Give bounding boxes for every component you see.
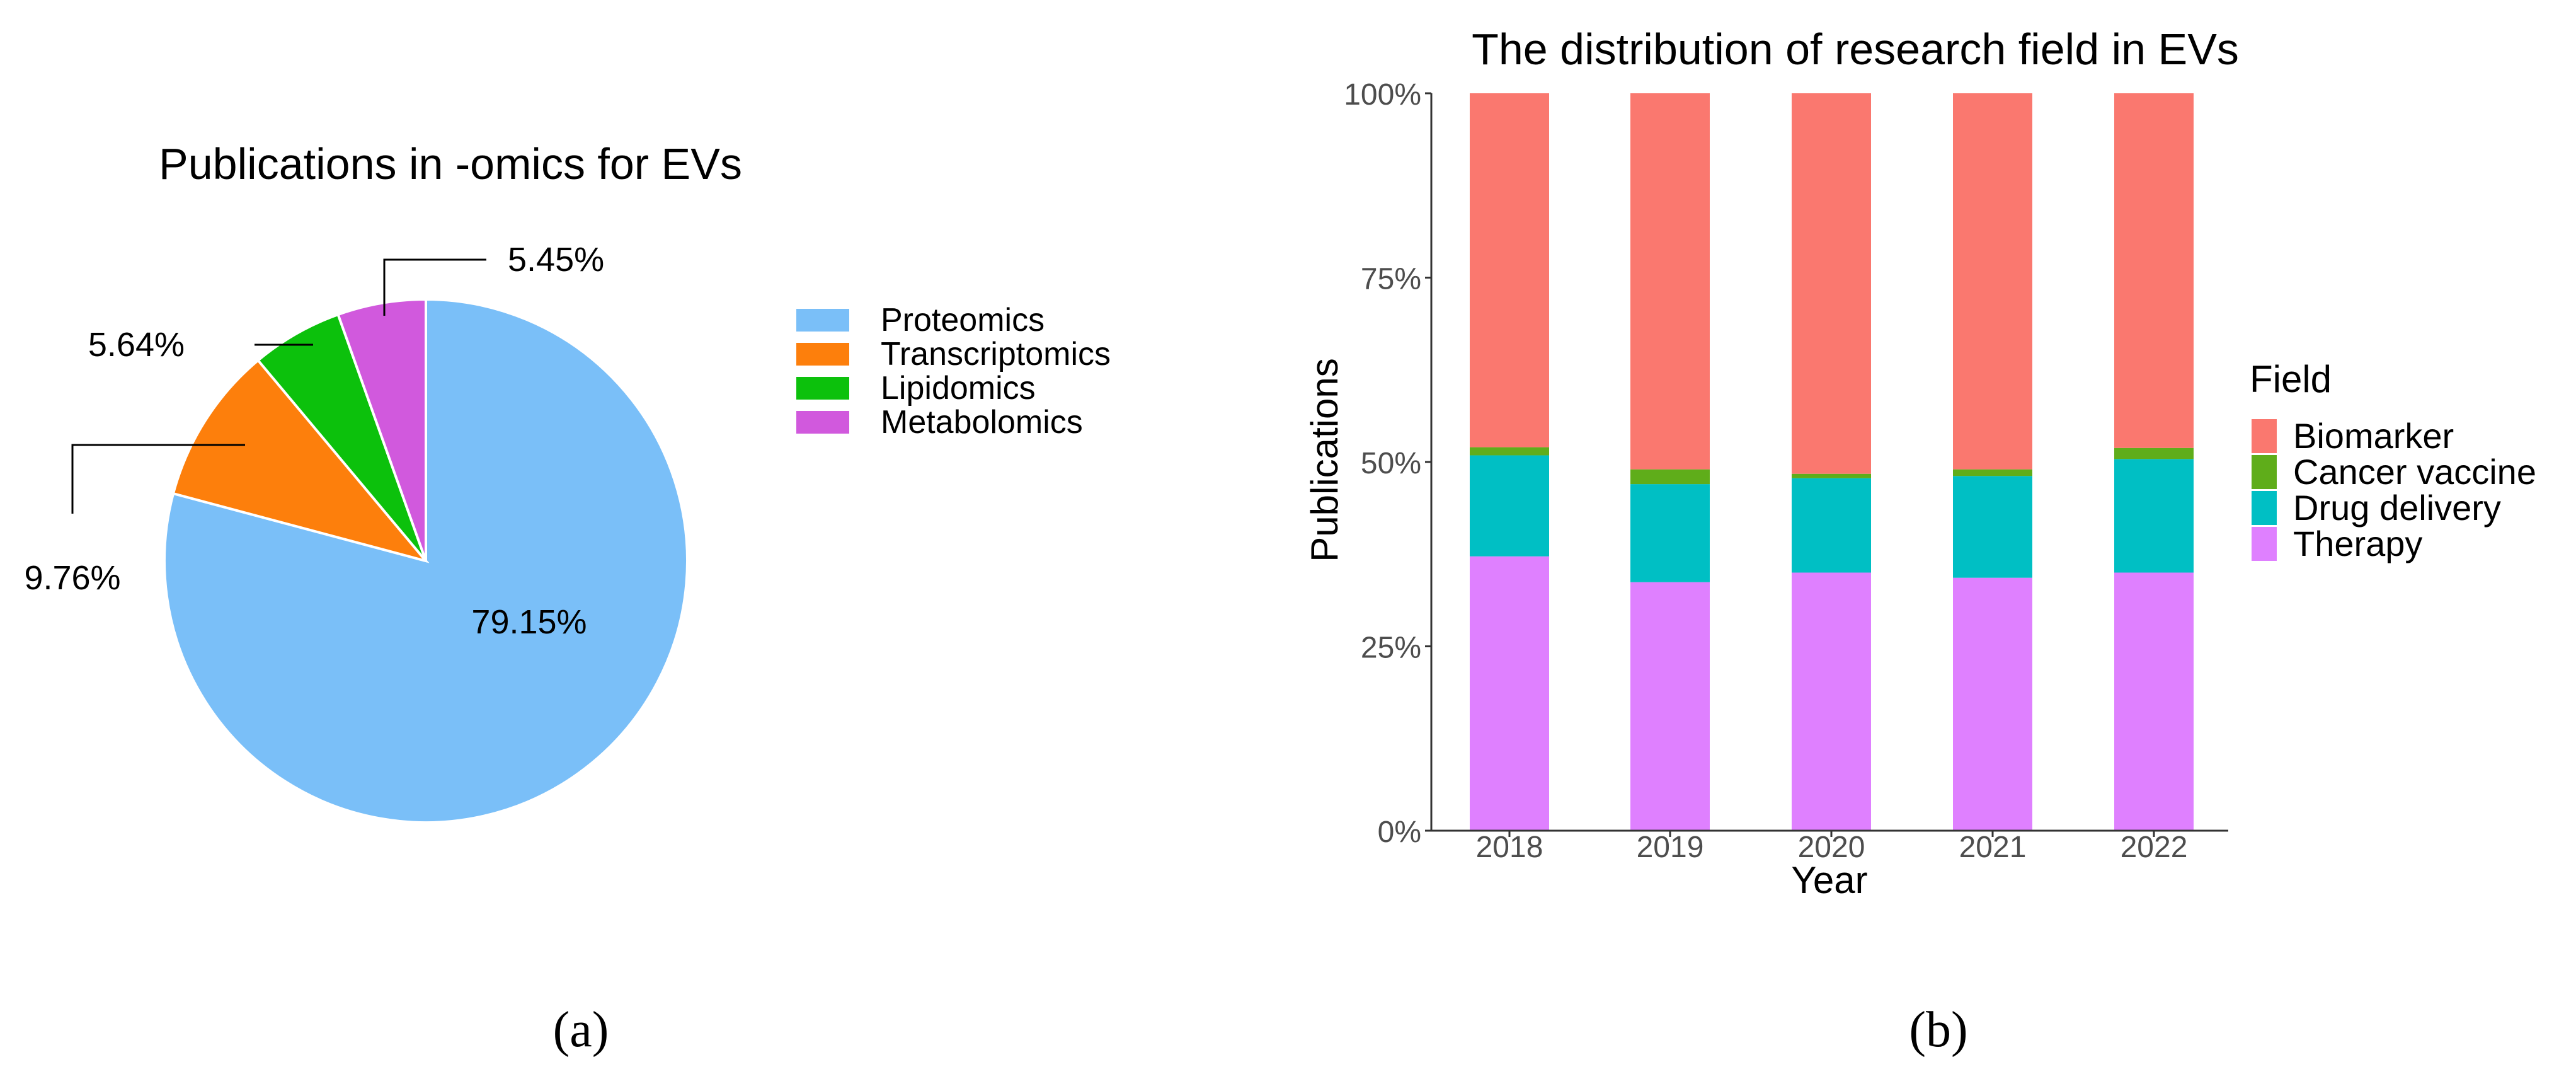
pie-leader-lines <box>71 258 486 514</box>
bar-legend-label-therapy: Therapy <box>2293 524 2422 563</box>
y-axis-ticks: 0% 25% 50% 75% 100% <box>1344 78 1431 849</box>
bar-legend-swatch-drug-delivery <box>2252 491 2277 525</box>
bar-2018-therapy <box>1470 556 1549 831</box>
y-tick-label-25: 25% <box>1361 632 1421 665</box>
pie-leader-metabolomics <box>383 258 486 316</box>
bar-2022-drug-delivery <box>2114 459 2194 573</box>
bar-2022-cancer-vaccine <box>2114 447 2194 459</box>
x-axis-title: Year <box>1791 859 1867 901</box>
bar-2020-biomarker <box>1792 93 1871 474</box>
pie-slices <box>163 297 689 824</box>
pie-title: Publications in -omics for EVs <box>159 139 742 188</box>
pie-legend-swatch-metabolomics <box>796 411 849 434</box>
bar-2020-cancer-vaccine <box>1792 473 1871 478</box>
bar-2021-cancer-vaccine <box>1953 469 2032 476</box>
pie-slice-lipidomics <box>256 313 427 562</box>
y-tick-label-75: 75% <box>1361 263 1421 296</box>
pie-slice-transcriptomics <box>171 358 430 563</box>
bar-2021-biomarker <box>1953 93 2032 470</box>
caption-a: (a) <box>553 1002 609 1058</box>
pie-value-labels: 79.15% 9.76% 5.64% 5.45% <box>24 241 604 641</box>
pie-legend-label-metabolomics: Metabolomics <box>881 404 1083 441</box>
bar-panel: The distribution of research field in EV… <box>1303 25 2536 1058</box>
bar-legend-label-biomarker: Biomarker <box>2293 416 2454 456</box>
bar-legend-swatch-cancer-vaccine <box>2252 455 2277 489</box>
y-tick-label-0: 0% <box>1378 816 1421 849</box>
x-tick-label-2022: 2022 <box>2121 831 2188 864</box>
bar-2019-drug-delivery <box>1630 484 1710 582</box>
y-axis-title: Publications <box>1303 358 1346 562</box>
bar-2019-biomarker <box>1630 93 1710 470</box>
pie-label-lipidomics: 5.64% <box>88 326 185 364</box>
pie-label-transcriptomics: 9.76% <box>24 559 120 597</box>
y-tick-label-50: 50% <box>1361 447 1421 480</box>
bar-2018-biomarker <box>1470 93 1549 447</box>
x-tick-label-2021: 2021 <box>1959 831 2027 864</box>
bar-2020-therapy <box>1792 572 1871 831</box>
pie-legend-swatch-proteomics <box>796 309 849 332</box>
pie-legend-label-lipidomics: Lipidomics <box>881 370 1036 407</box>
pie-panel: Publications in -omics for EVs 79.15% 9.7… <box>24 139 1111 1058</box>
bar-2021-therapy <box>1953 577 2032 831</box>
bar-2022-therapy <box>2114 572 2194 831</box>
x-tick-label-2019: 2019 <box>1637 831 1704 864</box>
pie-label-metabolomics: 5.45% <box>508 241 604 279</box>
bar-segments <box>1470 93 2194 831</box>
caption-b: (b) <box>1909 1002 1967 1058</box>
bar-title: The distribution of research field in EV… <box>1472 25 2239 74</box>
bar-legend-label-cancer-vaccine: Cancer vaccine <box>2293 452 2536 492</box>
pie-slice-metabolomics <box>336 297 427 562</box>
x-tick-label-2020: 2020 <box>1798 831 1865 864</box>
bar-legend-title: Field <box>2250 358 2332 400</box>
x-axis-ticks: 2018 2019 2020 2021 2022 <box>1476 831 2188 864</box>
pie-legend: ProteomicsTranscriptomicsLipidomicsMetab… <box>796 302 1111 441</box>
x-tick-label-2018: 2018 <box>1476 831 1543 864</box>
bar-legend-swatch-therapy <box>2252 527 2277 561</box>
y-tick-label-100: 100% <box>1344 78 1421 112</box>
pie-legend-swatch-transcriptomics <box>796 343 849 366</box>
bar-2019-therapy <box>1630 582 1710 831</box>
pie-legend-label-transcriptomics: Transcriptomics <box>881 336 1111 372</box>
bar-2019-cancer-vaccine <box>1630 469 1710 485</box>
pie-label-proteomics: 79.15% <box>471 603 587 641</box>
pie-leader-transcriptomics <box>71 444 245 514</box>
pie-legend-label-proteomics: Proteomics <box>881 302 1045 338</box>
bar-2018-drug-delivery <box>1470 455 1549 557</box>
bar-2021-drug-delivery <box>1953 476 2032 578</box>
bar-2022-biomarker <box>2114 93 2194 448</box>
bar-2018-cancer-vaccine <box>1470 447 1549 456</box>
pie-legend-swatch-lipidomics <box>796 377 849 400</box>
bar-legend-swatch-biomarker <box>2252 419 2277 453</box>
bar-legend-label-drug-delivery: Drug delivery <box>2293 488 2501 528</box>
bar-2020-drug-delivery <box>1792 478 1871 573</box>
